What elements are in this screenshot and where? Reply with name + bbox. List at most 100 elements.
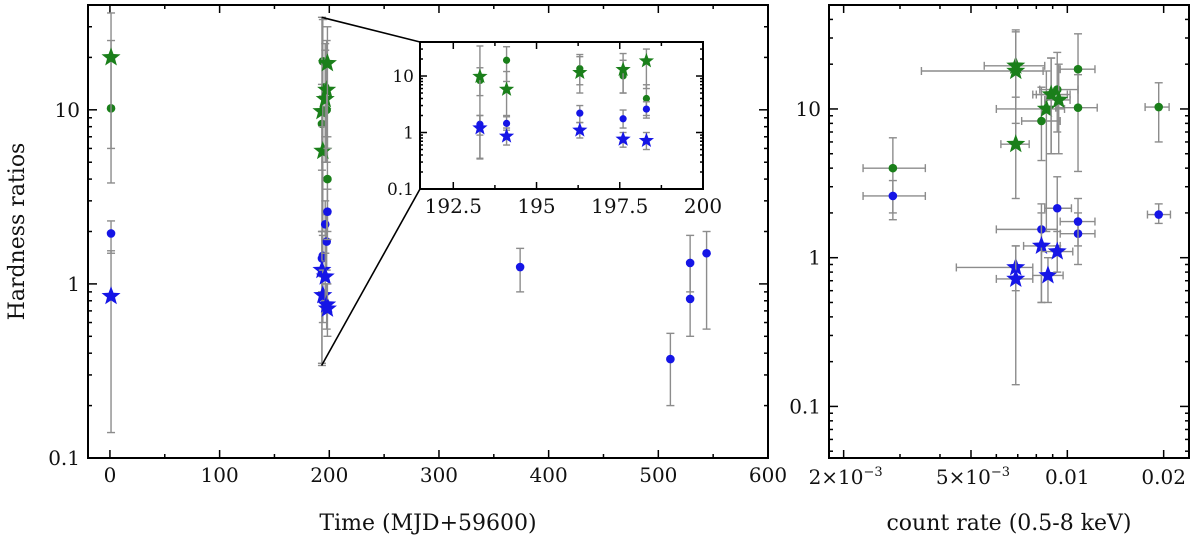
right-data-point-circle-marker <box>1073 103 1083 112</box>
left-data-point-star-marker <box>317 79 337 99</box>
inset-data-point-circle-marker <box>642 105 651 113</box>
right-data-point-circle-marker <box>888 191 898 201</box>
left-x-tick-label: 100 <box>201 463 239 487</box>
left-data-point-star-marker <box>317 298 337 317</box>
right-y-tick-label: 0.1 <box>789 394 821 418</box>
left-data-point-circle-marker <box>322 237 331 246</box>
right-data-point-star-marker <box>1036 98 1056 118</box>
left-series-green-circle <box>106 18 332 233</box>
left-y-axis-title: Hardness ratios <box>5 143 30 321</box>
right-series-blue-star <box>955 212 1074 386</box>
right-plot-frame <box>828 4 1190 459</box>
left-data-point-circle-marker <box>106 229 116 238</box>
left-data-point-circle-marker <box>320 219 330 229</box>
right-x-tick-label: 2×10−3 <box>809 465 883 489</box>
right-y-tick-label: 10 <box>796 97 821 121</box>
inset-data-point-circle-marker <box>576 109 584 117</box>
right-data-point-star-marker <box>1006 268 1026 287</box>
left-data-point-star-marker <box>312 101 332 120</box>
left-data-point-circle-marker <box>702 248 711 258</box>
left-data-point-star-marker <box>101 286 121 305</box>
right-data-point-circle-marker <box>1154 102 1164 112</box>
left-y-tick-label: 10 <box>55 98 80 122</box>
left-data-point-circle-marker <box>515 262 525 272</box>
right-x-tick-label-base: 5×10 <box>936 465 991 489</box>
right-data-point-star-marker <box>1047 241 1067 260</box>
left-data-point-circle-marker <box>685 294 695 304</box>
left-data-point-circle-marker <box>666 354 675 364</box>
left-x-tick-label: 200 <box>310 463 348 487</box>
inset-data-point-circle-marker <box>502 119 511 127</box>
left-data-point-star-marker <box>313 141 333 160</box>
right-data-point-star-marker <box>1049 89 1069 109</box>
left-series-blue-circle <box>106 188 711 407</box>
left-data-point-star-marker <box>312 260 332 279</box>
left-x-axis-title: Time (MJD+59600) <box>319 511 536 536</box>
right-data-point-star-marker <box>1031 235 1051 254</box>
inset-data-point-star-marker <box>572 122 588 137</box>
left-data-point-circle-marker <box>323 207 332 216</box>
left-x-tick-label: 500 <box>639 463 677 487</box>
left-y-tick-label: 0.1 <box>48 446 80 470</box>
inset-data-point-star-marker <box>638 52 655 68</box>
right-y-tick-label: 1 <box>808 246 821 270</box>
left-data-point-circle-marker <box>685 258 695 268</box>
inset-x-tick-label: 195 <box>517 194 555 218</box>
right-data-point-circle-marker <box>1073 217 1083 226</box>
left-series-green-star <box>101 12 337 367</box>
right-data-point-star-marker <box>1041 84 1061 103</box>
right-data-point-star-marker <box>1038 265 1058 284</box>
right-data-point-circle-marker <box>1154 210 1164 219</box>
right-x-tick-label: 5×10−3 <box>936 465 1010 489</box>
left-data-point-circle-marker <box>323 174 332 184</box>
inset-data-point-star-marker <box>615 61 631 77</box>
left-plot-frame <box>87 4 769 459</box>
right-data-point-circle-marker <box>1073 64 1083 74</box>
right-series-green-star <box>920 29 1071 233</box>
right-data-point-circle-marker <box>1052 203 1062 213</box>
right-data-point-star-marker <box>1006 134 1026 153</box>
right-data-point-star-marker <box>1006 60 1026 80</box>
inset-data-point-star-marker <box>472 120 488 135</box>
inset-data-point-circle-marker <box>502 56 511 64</box>
inset-data-point-star-marker <box>498 81 515 96</box>
right-x-tick-label: 0.01 <box>1045 465 1090 489</box>
left-series-blue-star <box>101 230 337 434</box>
inset-series-blue-circle <box>476 101 651 136</box>
right-data-point-circle-marker <box>1037 116 1046 126</box>
right-data-point-circle-marker <box>888 163 898 173</box>
inset-data-point-circle-marker <box>619 115 627 123</box>
left-data-point-star-marker <box>315 89 335 108</box>
inset-y-tick-label: 0.1 <box>387 180 414 200</box>
left-x-tick-label: 400 <box>530 463 568 487</box>
inset-series-blue-star <box>472 114 655 159</box>
right-x-tick-label-exponent: −3 <box>864 465 883 480</box>
inset-data-point-star-marker <box>472 68 488 83</box>
right-x-tick-label: 0.02 <box>1141 465 1186 489</box>
inset-connector-line <box>321 16 421 43</box>
inset-x-tick-label: 197.5 <box>591 194 648 218</box>
right-x-tick-label-exponent: −3 <box>991 465 1010 480</box>
inset-y-tick-label: 10 <box>392 67 414 87</box>
inset-connector-line <box>320 188 421 366</box>
inset-data-point-star-marker <box>572 64 588 80</box>
left-data-point-star-marker <box>313 285 333 304</box>
left-data-point-star-marker <box>317 53 337 72</box>
inset-series-green-star <box>472 45 655 160</box>
left-data-point-star-marker <box>101 47 121 66</box>
inset-x-tick-label: 192.5 <box>425 194 482 218</box>
inset-data-point-star-marker <box>615 131 631 146</box>
left-panel-time-plot: 0 100 200 300 400 500 600 0.1 1 10 Time (MJD+59600… <box>5 4 787 536</box>
inset-data-point-star-marker <box>498 128 515 143</box>
inset-data-point-circle-marker <box>642 94 651 103</box>
left-y-tick-label: 1 <box>67 272 80 296</box>
inset-data-point-star-marker <box>638 132 655 148</box>
inset-x-tick-label: 200 <box>684 194 722 218</box>
right-x-tick-label-base: 2×10 <box>809 465 864 489</box>
left-data-point-star-marker <box>315 266 335 285</box>
inset-y-tick-label: 1 <box>403 124 414 144</box>
inset-frame <box>419 41 704 190</box>
left-x-tick-label: 300 <box>420 463 458 487</box>
